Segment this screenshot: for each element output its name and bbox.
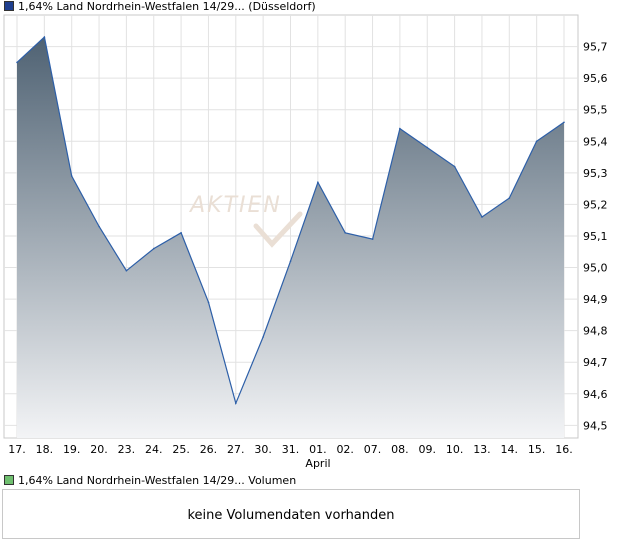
volume-legend-label: 1,64% Land Nordrhein-Westfalen 14/29... …	[18, 474, 297, 487]
y-tick-label: 94,9	[583, 293, 608, 306]
price-point	[371, 238, 374, 240]
y-tick-label: 95,2	[583, 198, 608, 211]
price-point	[535, 140, 538, 143]
y-tick-label: 95,3	[583, 167, 608, 180]
volume-panel: keine Volumendaten vorhanden	[2, 489, 580, 539]
x-tick-label: 25.	[172, 443, 190, 456]
x-tick-label: 18.	[36, 443, 54, 456]
x-tick-label: 09.	[419, 443, 437, 456]
price-point	[125, 269, 128, 272]
price-point	[289, 260, 292, 263]
y-tick-label: 95,7	[583, 41, 608, 54]
x-tick-label: 30.	[254, 443, 272, 456]
price-point	[317, 181, 319, 184]
y-axis-ticks: 94,5 94,6 94,7 94,8 94,9 95,0 95,1 95,2 95,3 95,4…	[583, 41, 608, 433]
volume-empty-message: keine Volumendaten vorhanden	[187, 508, 395, 523]
price-legend-swatch	[4, 1, 14, 11]
price-point	[98, 225, 100, 228]
volume-legend: 1,64% Land Nordrhein-Westfalen 14/29... …	[4, 474, 296, 488]
y-tick-label: 94,5	[583, 419, 608, 432]
x-tick-label: 08.	[391, 443, 409, 456]
price-point	[453, 165, 456, 168]
x-tick-label: 31.	[282, 443, 300, 456]
x-tick-label: 19.	[63, 443, 81, 456]
price-point	[207, 301, 210, 304]
watermark-check-icon	[253, 211, 303, 248]
price-point	[70, 175, 73, 177]
price-point	[426, 146, 429, 149]
x-tick-label: 02.	[336, 443, 354, 456]
x-tick-label: 26.	[200, 443, 218, 456]
price-point	[481, 216, 483, 218]
price-point	[508, 197, 511, 199]
x-tick-label: 14.	[501, 443, 519, 456]
x-tick-label: 01.	[309, 443, 327, 456]
price-area	[16, 35, 565, 438]
y-tick-label: 95,5	[583, 104, 608, 117]
price-point	[153, 247, 155, 250]
x-tick-label: 16.	[555, 443, 573, 456]
price-area-fill	[17, 37, 564, 438]
x-tick-label: 07.	[364, 443, 382, 456]
price-point	[399, 127, 401, 130]
x-tick-label: 20.	[90, 443, 108, 456]
price-legend-label: 1,64% Land Nordrhein-Westfalen 14/29... …	[18, 0, 316, 13]
x-tick-label: 13.	[473, 443, 491, 456]
y-tick-label: 95,6	[583, 72, 608, 85]
price-point	[563, 121, 565, 124]
x-tick-label: 23.	[118, 443, 136, 456]
price-point	[235, 402, 237, 405]
x-tick-label: 10.	[446, 443, 464, 456]
x-axis-ticks: 17. 18. 19. 20. 23. 24. 25. 26. 27. 30. 31. 01. 02. 0…	[8, 443, 573, 456]
price-point	[16, 61, 18, 64]
y-tick-label: 95,1	[583, 230, 608, 243]
y-tick-label: 94,7	[583, 356, 608, 369]
x-tick-label: 27.	[227, 443, 245, 456]
y-tick-label: 94,6	[583, 388, 608, 401]
x-tick-label: 17.	[8, 443, 26, 456]
price-point	[43, 36, 46, 38]
volume-legend-swatch	[4, 475, 14, 485]
x-tick-label: 15.	[528, 443, 546, 456]
month-label: April	[305, 457, 330, 470]
y-tick-label: 94,8	[583, 325, 608, 338]
price-legend: 1,64% Land Nordrhein-Westfalen 14/29... …	[4, 0, 316, 14]
y-tick-label: 95,4	[583, 135, 608, 148]
watermark-text: AKTIEN	[188, 193, 282, 218]
y-tick-label: 95,0	[583, 262, 608, 275]
price-point	[180, 232, 182, 234]
price-point	[262, 336, 264, 338]
x-tick-label: 24.	[145, 443, 163, 456]
price-point	[344, 232, 347, 234]
